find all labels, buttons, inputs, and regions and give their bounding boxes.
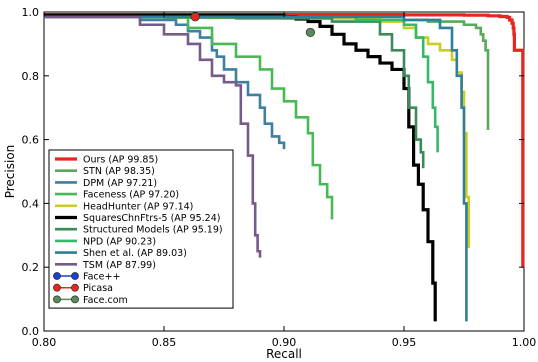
legend-label-npd: NPD (AP 90.23) <box>83 236 156 247</box>
y-tick-label: 1.0 <box>22 6 40 19</box>
legend-marker-face <box>71 272 79 280</box>
series-layer <box>44 12 525 322</box>
legend-box <box>48 149 234 309</box>
legend-label-dpm: DPM (AP 97.21) <box>83 178 157 189</box>
legend-label-picasa: Picasa <box>83 283 113 294</box>
legend-label-stn: STN (AP 98.35) <box>83 166 155 177</box>
legend-label-structured-models: Structured Models (AP 95.19) <box>83 225 223 236</box>
ticks-layer: 0.80 0.85 0.90 0.95 1.00 0.0 0.2 0.4 0.6 0.8 1.0 <box>22 6 537 349</box>
legend-label-face: Face++ <box>83 272 120 283</box>
x-tick-label: 0.90 <box>272 336 297 349</box>
legend-label-face-com: Face.com <box>83 295 128 306</box>
legend-marker-picasa <box>71 283 79 292</box>
legend-marker-face-com <box>53 295 61 304</box>
legend-marker-face-com <box>71 295 79 304</box>
series-line-tsm <box>44 15 262 258</box>
legend-label-headhunter: HeadHunter (AP 97.14) <box>83 201 193 212</box>
y-axis-label: Precision <box>3 145 17 199</box>
x-axis-label: Recall <box>266 347 302 361</box>
y-tick-label: 0.4 <box>22 197 40 210</box>
series-line-structured-models <box>44 15 425 169</box>
point-face-com <box>305 27 315 38</box>
series-line-faceness <box>44 15 334 220</box>
legend-marker-face <box>53 272 61 280</box>
x-tick-label: 1.00 <box>512 336 537 349</box>
legend: Ours (AP 99.85)STN (AP 98.35)DPM (AP 97.… <box>48 149 234 309</box>
series-line-dpm <box>44 15 286 150</box>
legend-label-faceness: Faceness (AP 97.20) <box>83 190 179 201</box>
y-tick-label: 0.0 <box>22 325 40 338</box>
point-picasa <box>190 12 200 22</box>
legend-label-shen-et-al: Shen et al. (AP 89.03) <box>83 248 187 259</box>
series-line-squareschnftrs-5 <box>44 13 437 322</box>
x-tick-label: 0.95 <box>392 336 417 349</box>
series-line-npd <box>44 15 439 153</box>
x-tick-label: 0.80 <box>32 336 57 349</box>
legend-label-ours: Ours (AP 99.85) <box>83 155 158 166</box>
series-line-shen-et-al <box>44 15 468 322</box>
legend-marker-picasa <box>53 283 61 292</box>
x-tick-label: 0.85 <box>152 336 177 349</box>
y-tick-label: 0.2 <box>22 261 40 274</box>
y-tick-label: 0.8 <box>22 70 40 83</box>
legend-label-squareschnftrs-5: SquaresChnFtrs-5 (AP 95.24) <box>83 213 220 224</box>
series-line-ours <box>44 12 525 268</box>
y-tick-label: 0.6 <box>22 134 40 147</box>
legend-label-tsm: TSM (AP 87.99) <box>82 260 156 271</box>
